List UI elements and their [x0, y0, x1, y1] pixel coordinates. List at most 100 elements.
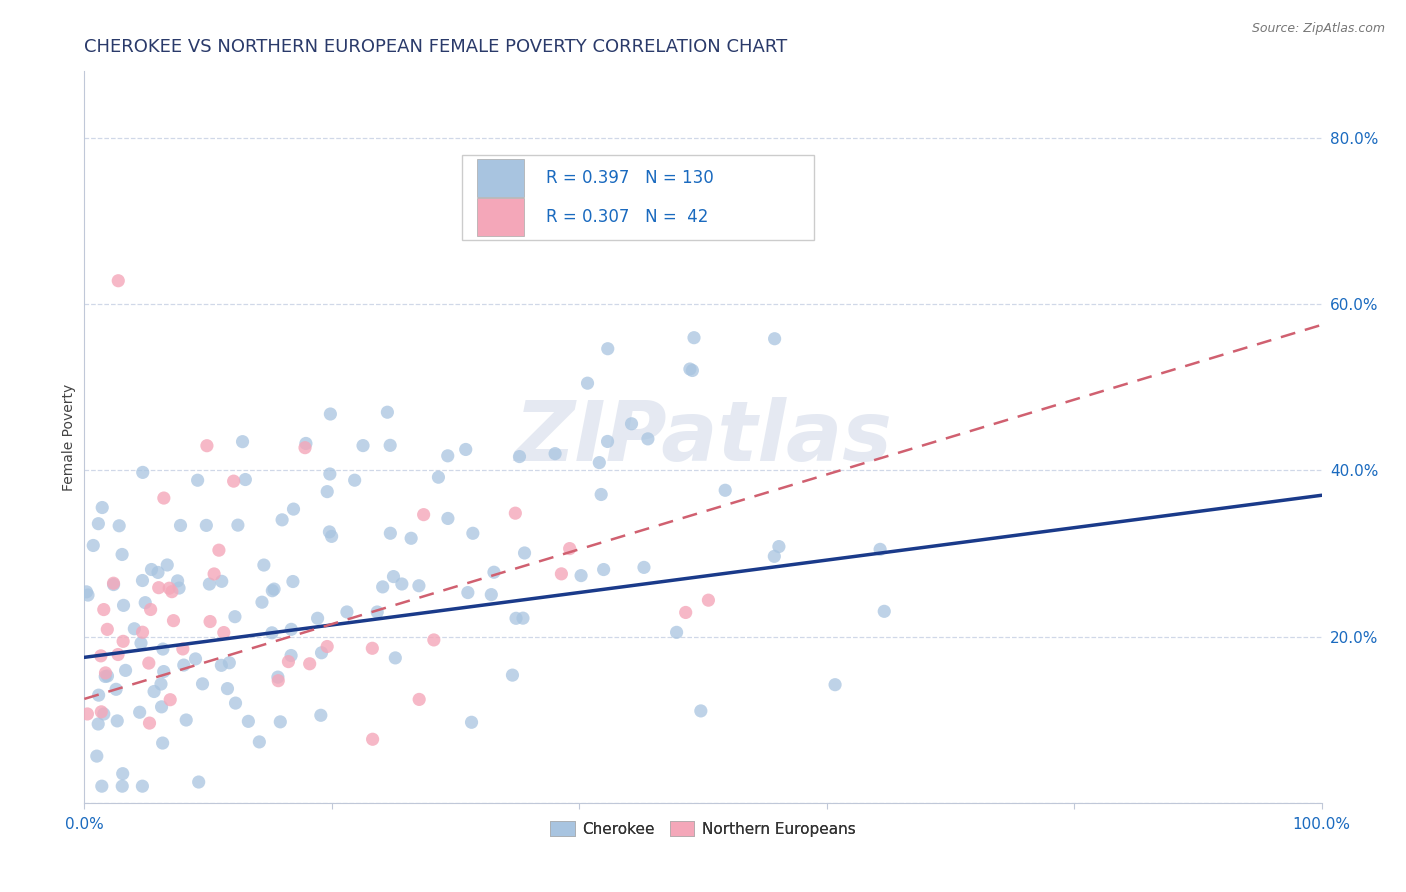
Point: [107, 274, 129, 288]
Point: [260, 625, 283, 640]
Point: [131, 574, 153, 588]
Point: [93, 706, 115, 721]
Point: [238, 714, 260, 729]
Point: [457, 585, 479, 599]
Point: [824, 678, 846, 692]
Point: [277, 655, 299, 669]
Point: [408, 579, 430, 593]
Point: [380, 526, 402, 541]
Point: [131, 625, 153, 640]
Point: [412, 508, 434, 522]
Point: [195, 518, 218, 533]
Point: [361, 732, 384, 747]
Point: [103, 576, 125, 591]
Point: [108, 518, 131, 533]
Point: [336, 605, 359, 619]
Point: [544, 447, 567, 461]
Point: [319, 407, 342, 421]
Point: [184, 652, 207, 666]
Point: [675, 606, 697, 620]
Point: [114, 664, 136, 678]
Point: [399, 531, 422, 545]
Point: [309, 708, 332, 723]
Point: [143, 684, 166, 698]
Point: [208, 543, 231, 558]
Point: [211, 574, 233, 589]
Point: [124, 622, 146, 636]
Point: [87, 717, 110, 731]
Point: [149, 677, 172, 691]
Point: [150, 699, 173, 714]
Point: [111, 766, 134, 780]
Point: [105, 682, 128, 697]
Point: [87, 688, 110, 702]
Point: [869, 542, 891, 557]
Point: [139, 602, 162, 616]
Point: [283, 502, 305, 516]
Point: [156, 558, 179, 572]
Point: [77, 588, 100, 602]
Point: [382, 569, 405, 583]
Point: [198, 577, 221, 591]
Point: [423, 632, 446, 647]
Point: [437, 511, 460, 525]
Point: [262, 583, 284, 598]
Point: [352, 439, 374, 453]
Point: [218, 656, 240, 670]
Point: [321, 529, 343, 543]
Point: [681, 363, 703, 377]
Point: [222, 474, 245, 488]
Point: [111, 779, 134, 793]
Point: [148, 581, 170, 595]
Point: [212, 625, 235, 640]
Point: [96, 669, 118, 683]
Point: [280, 648, 302, 663]
Point: [217, 681, 239, 696]
Point: [103, 577, 125, 591]
Point: [588, 456, 610, 470]
Point: [96, 623, 118, 637]
Point: [505, 611, 527, 625]
Point: [318, 524, 340, 539]
Point: [191, 677, 214, 691]
Point: [479, 588, 502, 602]
Point: [82, 539, 104, 553]
Point: [112, 634, 135, 648]
Point: [683, 331, 706, 345]
Point: [173, 658, 195, 673]
Point: [366, 605, 388, 619]
Point: [343, 473, 366, 487]
Point: [128, 705, 150, 719]
Point: [76, 706, 98, 721]
Point: [157, 581, 180, 595]
Point: [250, 595, 273, 609]
Point: [107, 648, 129, 662]
Point: [235, 473, 257, 487]
Point: [505, 506, 527, 520]
Point: [174, 713, 197, 727]
Point: [162, 614, 184, 628]
Point: [461, 526, 484, 541]
Point: [591, 487, 613, 501]
Point: [195, 439, 218, 453]
Point: [689, 704, 711, 718]
Point: [138, 716, 160, 731]
Point: [152, 642, 174, 657]
Point: [93, 602, 115, 616]
Point: [169, 518, 191, 533]
Point: [152, 665, 174, 679]
Point: [90, 705, 112, 719]
Point: [380, 438, 402, 452]
Point: [112, 599, 135, 613]
Point: [558, 541, 581, 556]
Point: [105, 714, 128, 728]
Point: [361, 641, 384, 656]
Point: [269, 714, 291, 729]
Point: [596, 434, 619, 449]
Text: R = 0.397   N = 130: R = 0.397 N = 130: [546, 169, 714, 187]
Point: [167, 581, 190, 595]
Text: R = 0.307   N =  42: R = 0.307 N = 42: [546, 208, 709, 226]
Y-axis label: Female Poverty: Female Poverty: [62, 384, 76, 491]
Point: [138, 656, 160, 670]
Point: [460, 715, 482, 730]
